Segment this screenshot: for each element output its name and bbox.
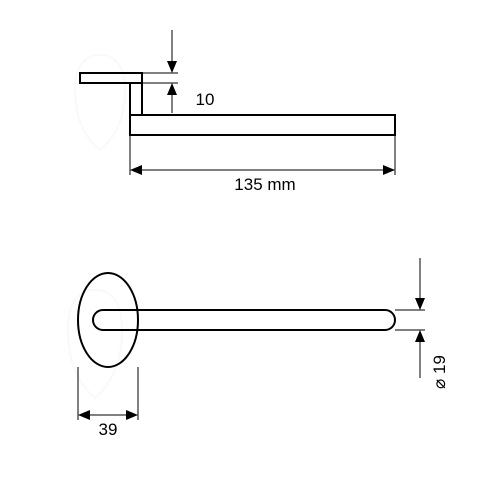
dim-39: 39 — [78, 367, 138, 439]
top-view: 10 135 mm — [80, 30, 395, 194]
dim-39-label: 39 — [99, 420, 118, 439]
dim-19: ⌀ 19 — [395, 258, 449, 389]
stem-profile — [130, 83, 142, 115]
technical-drawing: 10 135 mm 39 — [0, 0, 500, 500]
dim-19-label: ⌀ 19 — [430, 355, 449, 389]
dim-10: 10 — [142, 30, 214, 113]
lever-profile — [130, 115, 395, 135]
rose-oval — [78, 273, 138, 367]
dim-10-label: 10 — [196, 90, 215, 109]
dim-135-label: 135 mm — [234, 175, 295, 194]
rose-plate-profile — [80, 73, 142, 83]
dim-135: 135 mm — [130, 135, 395, 194]
front-view: 39 ⌀ 19 — [78, 258, 449, 439]
watermark — [68, 55, 125, 398]
